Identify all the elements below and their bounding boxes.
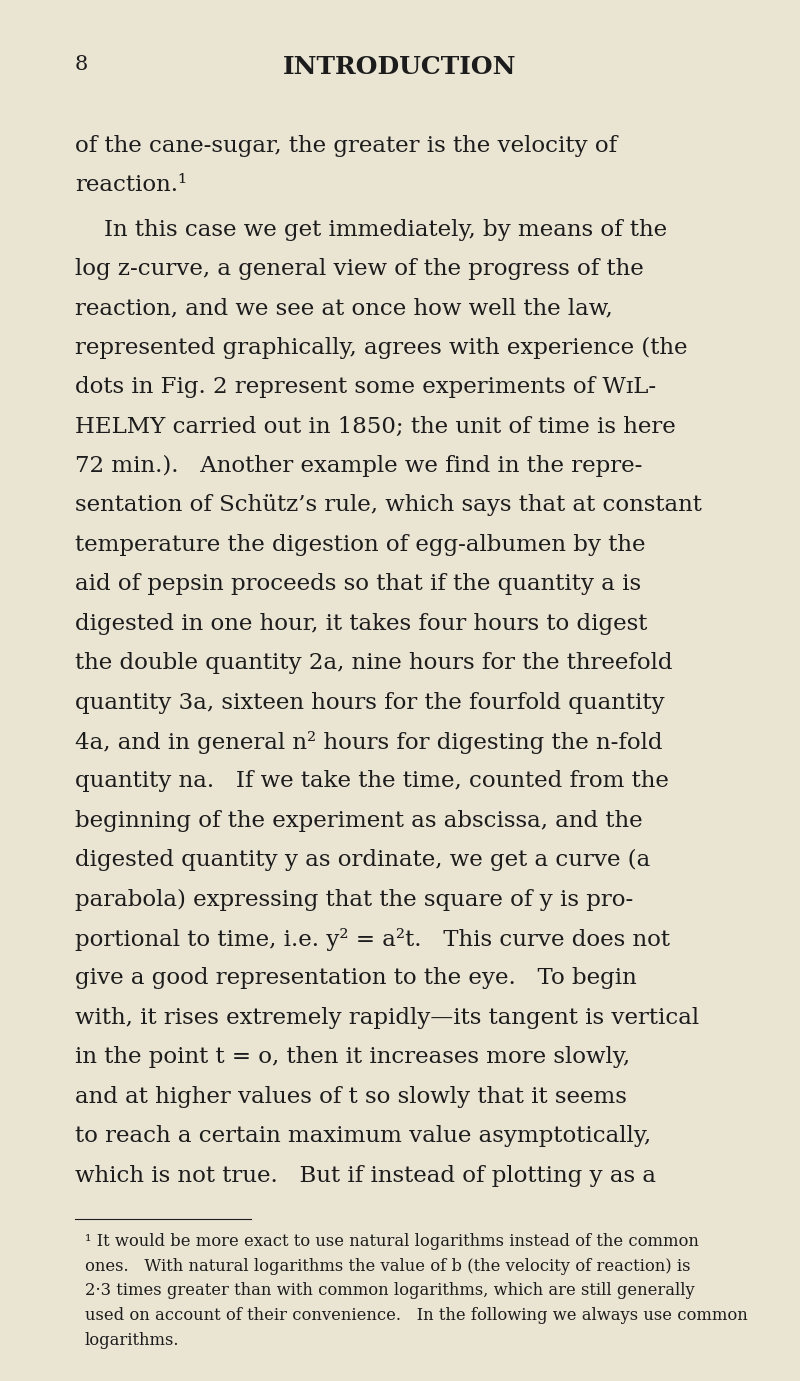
Text: sentation of Schütz’s rule, which says that at constant: sentation of Schütz’s rule, which says t…	[75, 494, 702, 516]
Text: to reach a certain maximum value asymptotically,: to reach a certain maximum value asympto…	[75, 1126, 651, 1148]
Text: ones.   With natural logarithms the value of b (the velocity of reaction) is: ones. With natural logarithms the value …	[85, 1258, 690, 1275]
Text: quantity na.   If we take the time, counted from the: quantity na. If we take the time, counte…	[75, 771, 669, 793]
Text: log z-curve, a general view of the progress of the: log z-curve, a general view of the progr…	[75, 258, 644, 280]
Text: aid of pepsin proceeds so that if the quantity a is: aid of pepsin proceeds so that if the qu…	[75, 573, 641, 595]
Text: logarithms.: logarithms.	[85, 1333, 179, 1349]
Text: in the point t = o, then it increases more slowly,: in the point t = o, then it increases mo…	[75, 1047, 630, 1069]
Text: beginning of the experiment as abscissa, and the: beginning of the experiment as abscissa,…	[75, 809, 642, 831]
Text: give a good representation to the eye.   To begin: give a good representation to the eye. T…	[75, 968, 637, 989]
Text: reaction, and we see at once how well the law,: reaction, and we see at once how well th…	[75, 297, 613, 319]
Text: the double quantity 2a, nine hours for the threefold: the double quantity 2a, nine hours for t…	[75, 652, 673, 674]
Text: with, it rises extremely rapidly—its tangent is vertical: with, it rises extremely rapidly—its tan…	[75, 1007, 699, 1029]
Text: portional to time, i.e. y² = a²t.   This curve does not: portional to time, i.e. y² = a²t. This c…	[75, 928, 670, 952]
Text: which is not true.   But if instead of plotting y as a: which is not true. But if instead of plo…	[75, 1164, 656, 1186]
Text: quantity 3a, sixteen hours for the fourfold quantity: quantity 3a, sixteen hours for the fourf…	[75, 692, 665, 714]
Text: digested quantity y as ordinate, we get a curve (a: digested quantity y as ordinate, we get …	[75, 849, 650, 871]
Text: represented graphically, agrees with experience (the: represented graphically, agrees with exp…	[75, 337, 687, 359]
Text: digested in one hour, it takes four hours to digest: digested in one hour, it takes four hour…	[75, 613, 647, 635]
Text: ¹ It would be more exact to use natural logarithms instead of the common: ¹ It would be more exact to use natural …	[85, 1233, 699, 1250]
Text: 8: 8	[75, 55, 88, 75]
Text: 4a, and in general n² hours for digesting the n-fold: 4a, and in general n² hours for digestin…	[75, 731, 662, 754]
Text: In this case we get immediately, by means of the: In this case we get immediately, by mean…	[75, 218, 667, 240]
Text: used on account of their convenience.   In the following we always use common: used on account of their convenience. In…	[85, 1308, 748, 1324]
Text: INTRODUCTION: INTRODUCTION	[283, 55, 517, 79]
Text: 2·3 times greater than with common logarithms, which are still generally: 2·3 times greater than with common logar…	[85, 1283, 694, 1300]
Text: temperature the digestion of egg-albumen by the: temperature the digestion of egg-albumen…	[75, 534, 646, 557]
Text: HELMY carried out in 1850; the unit of time is here: HELMY carried out in 1850; the unit of t…	[75, 416, 676, 438]
Text: reaction.¹: reaction.¹	[75, 174, 187, 196]
Text: dots in Fig. 2 represent some experiments of WɪL-: dots in Fig. 2 represent some experiment…	[75, 376, 656, 398]
Text: and at higher values of t so slowly that it seems: and at higher values of t so slowly that…	[75, 1085, 627, 1108]
Text: 72 min.).   Another example we find in the repre-: 72 min.). Another example we find in the…	[75, 456, 642, 478]
Text: of the cane-sugar, the greater is the velocity of: of the cane-sugar, the greater is the ve…	[75, 135, 617, 157]
Text: parabola) expressing that the square of y is pro-: parabola) expressing that the square of …	[75, 888, 634, 910]
